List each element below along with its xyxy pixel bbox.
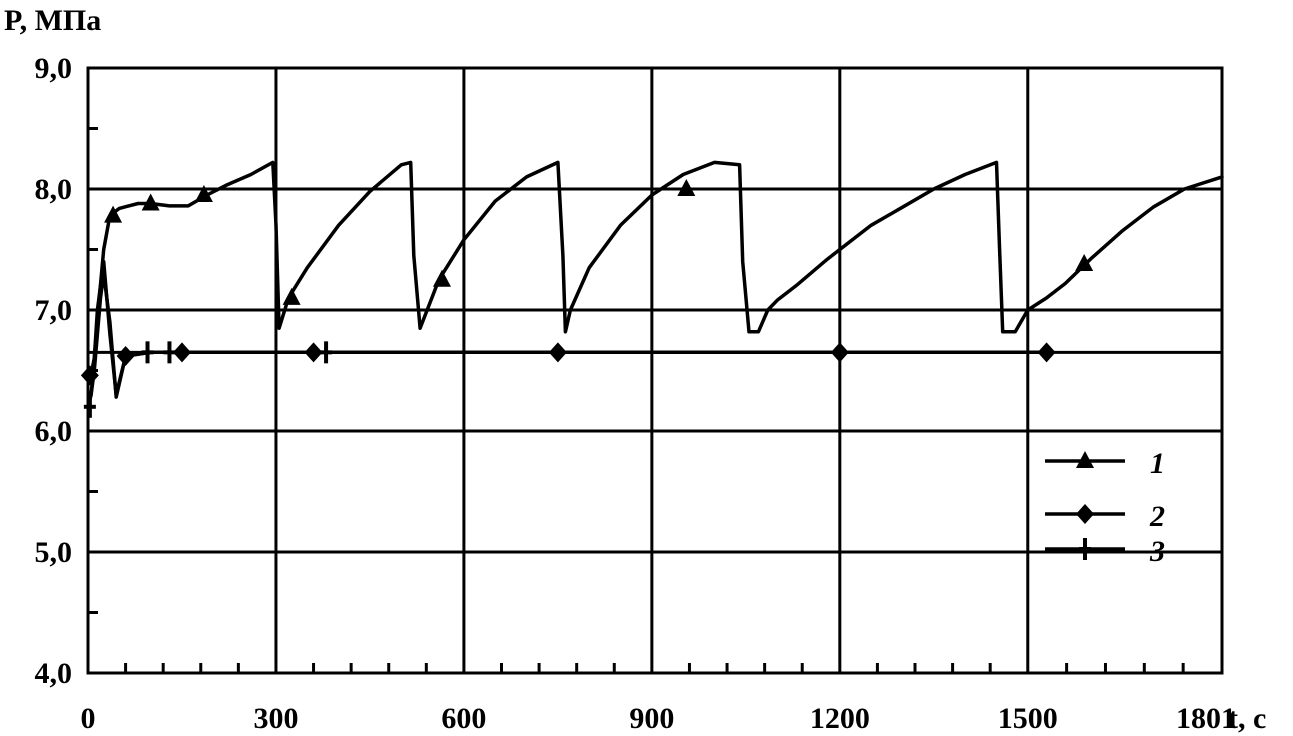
marker-1-2 [194, 185, 213, 203]
series-layer [86, 160, 1224, 409]
marker-3-3 [320, 341, 333, 364]
x-tick-label-3: 900 [629, 702, 674, 735]
y-axis-title: P, МПа [4, 4, 101, 37]
marker-3-2 [163, 341, 176, 364]
x-tick-label-6: 1801 [1176, 702, 1236, 735]
series-line-3 [86, 271, 1049, 409]
marker-1-5 [677, 179, 696, 196]
y-tick-label-0: 4,0 [35, 657, 73, 690]
y-tick-label-3: 7,0 [35, 294, 73, 327]
marker-2-6 [1037, 342, 1056, 363]
x-tick-label-2: 600 [441, 702, 486, 735]
marker-3-1 [141, 341, 154, 364]
y-tick-label-1: 5,0 [35, 536, 73, 569]
minor-ticks [88, 127, 1185, 673]
legend-label-2: 2 [1149, 500, 1165, 533]
marker-1-1 [141, 193, 160, 211]
series-line-1 [86, 160, 1224, 409]
x-tick-label-4: 1200 [810, 702, 870, 735]
marker-1-3 [282, 287, 301, 305]
x-tick-label-1: 300 [253, 702, 298, 735]
legend-label-1: 1 [1150, 447, 1165, 480]
y-tick-label-4: 8,0 [35, 173, 73, 206]
legend-marker-3 [1079, 538, 1091, 560]
marker-2-4 [548, 342, 567, 363]
markers-layer [80, 179, 1094, 418]
marker-2-1 [116, 345, 135, 366]
grid [86, 66, 1224, 675]
x-tick-label-0: 0 [81, 702, 96, 735]
legend-label-3: 3 [1149, 535, 1165, 568]
marker-2-5 [830, 342, 849, 363]
marker-2-3 [304, 342, 323, 363]
tick-labels: 4,0 5,0 6,0 7,0 8,0 9,0 0 300 600 900 1200 1500 1801 [35, 52, 1237, 735]
marker-1-6 [1075, 254, 1094, 272]
y-tick-label-2: 6,0 [35, 415, 73, 448]
legend-marker-2 [1076, 504, 1094, 524]
x-axis-title: t, с [1228, 702, 1266, 735]
marker-2-2 [172, 342, 191, 363]
marker-1-4 [432, 269, 451, 287]
y-tick-label-5: 9,0 [35, 52, 73, 85]
marker-3-0 [83, 395, 96, 418]
legend: 1 23 [1045, 447, 1165, 568]
marker-1-0 [104, 205, 123, 223]
plot-frame [86, 66, 1224, 675]
legend-marker-1 [1076, 451, 1094, 468]
x-tick-label-5: 1500 [998, 702, 1058, 735]
